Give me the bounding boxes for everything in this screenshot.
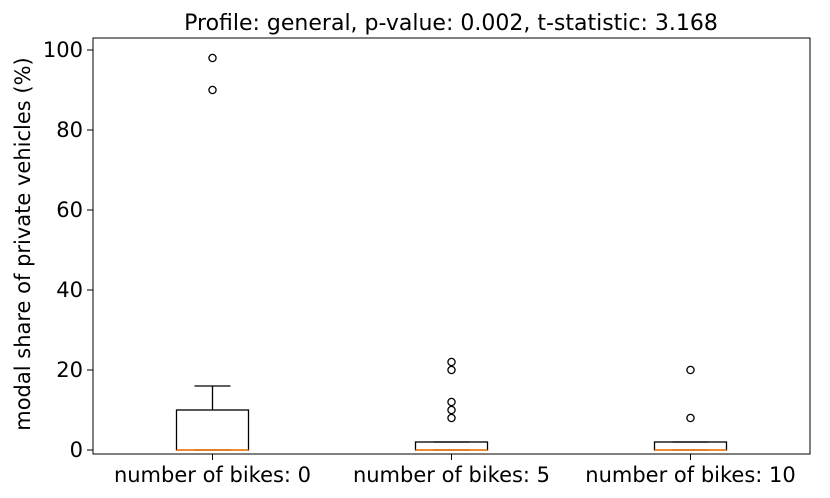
y-tick-label: 60 bbox=[56, 198, 83, 222]
outlier-point bbox=[447, 357, 456, 367]
y-tick-label: 80 bbox=[56, 118, 83, 142]
outlier-point bbox=[447, 405, 456, 415]
outlier-point bbox=[686, 365, 695, 375]
x-tick-label: number of bikes: 10 bbox=[585, 463, 795, 487]
y-tick-label: 0 bbox=[70, 438, 83, 462]
box-iqr bbox=[653, 441, 728, 451]
plot-area: number of bikes: 0 number of bikes: 5 numb… bbox=[43, 37, 811, 487]
axes-frame bbox=[92, 37, 811, 455]
outlier-point bbox=[447, 365, 456, 375]
y-tick-label: 20 bbox=[56, 358, 83, 382]
box-iqr bbox=[175, 409, 250, 451]
y-tick-label: 40 bbox=[56, 278, 83, 302]
outlier-point bbox=[208, 85, 217, 95]
outlier-point bbox=[208, 53, 217, 63]
box-iqr bbox=[414, 441, 489, 451]
outlier-point bbox=[686, 413, 695, 423]
x-tick-label: number of bikes: 0 bbox=[114, 463, 311, 487]
outlier-point bbox=[447, 413, 456, 423]
x-tick-label: number of bikes: 5 bbox=[353, 463, 550, 487]
y-axis-label: modal share of private vehicles (%) bbox=[11, 57, 35, 431]
y-tick-label: 100 bbox=[43, 38, 83, 62]
chart-title: Profile: general, p-value: 0.002, t-stat… bbox=[184, 11, 718, 36]
outlier-point bbox=[447, 397, 456, 407]
